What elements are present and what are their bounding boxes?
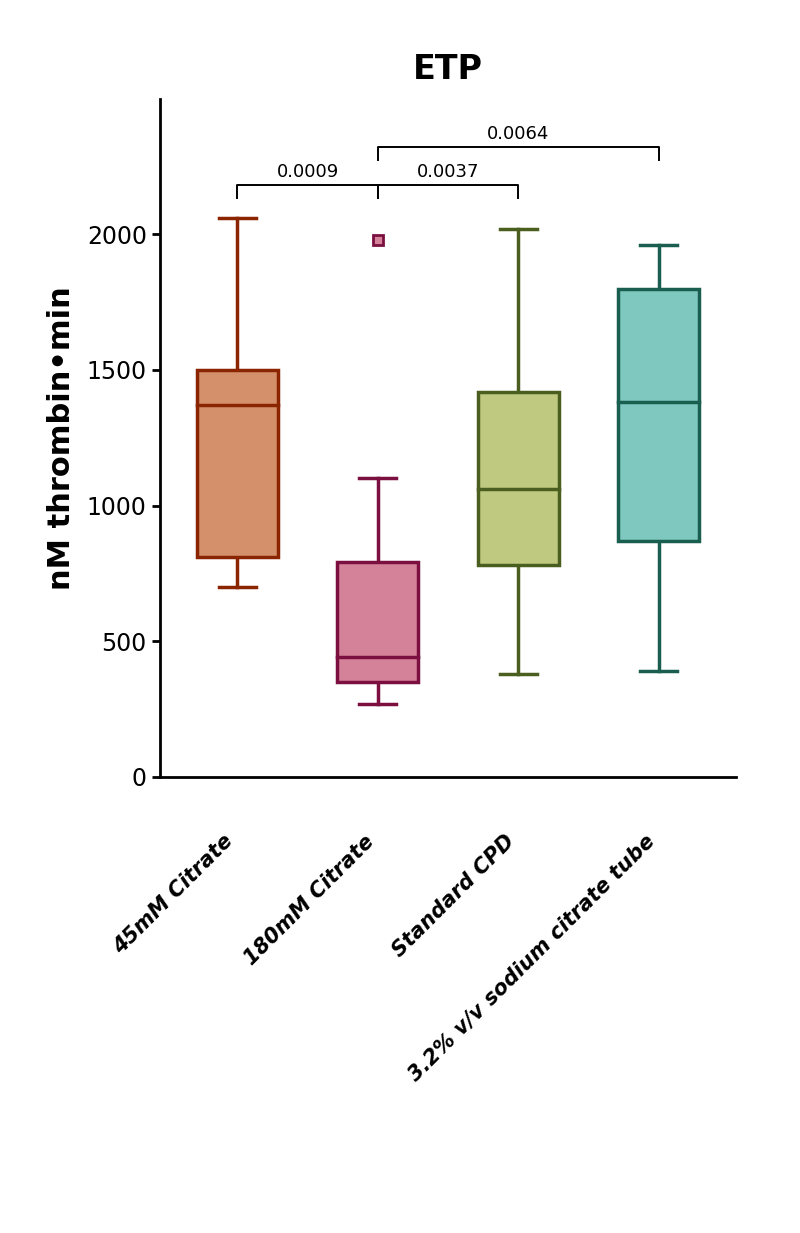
Text: 45mM Citrate: 45mM Citrate [110, 831, 238, 958]
Text: 0.0064: 0.0064 [487, 126, 550, 143]
Text: 0.0009: 0.0009 [276, 164, 338, 181]
Text: 3.2% v/v sodium citrate tube: 3.2% v/v sodium citrate tube [405, 831, 658, 1085]
Bar [197, 370, 278, 557]
Text: 180mM Citrate: 180mM Citrate [241, 831, 378, 968]
Bar [478, 392, 559, 565]
Title: ETP: ETP [413, 53, 483, 86]
Bar [337, 562, 418, 682]
Bar [618, 289, 699, 541]
Y-axis label: nM thrombin•min: nM thrombin•min [46, 286, 75, 589]
Text: Standard CPD: Standard CPD [389, 831, 518, 961]
Text: 0.0037: 0.0037 [417, 164, 479, 181]
